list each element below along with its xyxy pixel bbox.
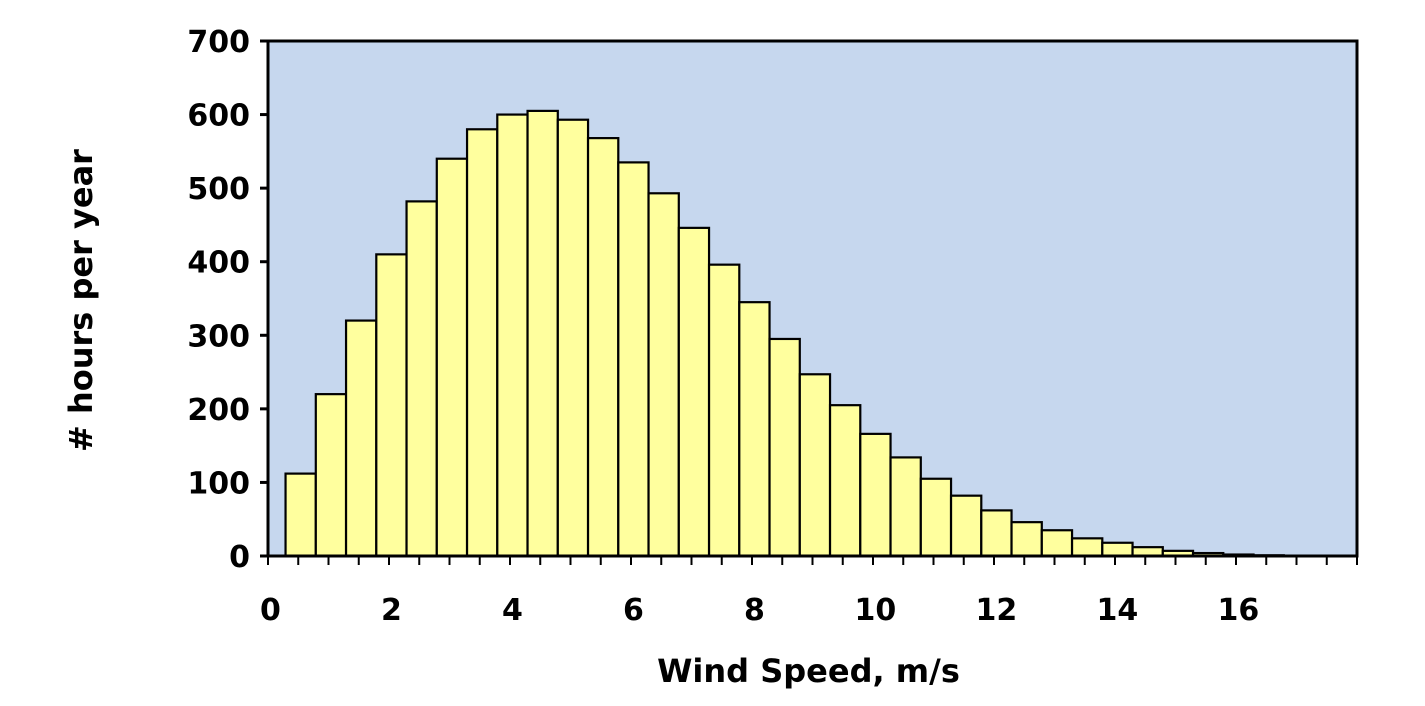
y-axis-title: # hours per year	[62, 149, 100, 452]
bars-group	[284, 109, 1346, 558]
bar	[980, 509, 1013, 558]
bar	[314, 393, 348, 558]
y-tick-label: 100	[187, 466, 250, 501]
bar	[435, 157, 469, 558]
bar	[617, 161, 650, 558]
y-tick-label: 200	[187, 393, 250, 428]
x-tick-label: 4	[502, 593, 523, 628]
bar	[647, 192, 680, 558]
x-tick-label: 6	[623, 593, 644, 628]
y-tick-label: 600	[187, 99, 250, 134]
bar	[556, 118, 590, 558]
bar	[707, 263, 741, 558]
bar	[465, 128, 499, 558]
bar	[1040, 529, 1074, 558]
bar	[526, 109, 559, 558]
bar	[859, 432, 892, 558]
y-tick-labels: 0 100 200 300 400 500 600 700	[187, 25, 250, 575]
y-tick-label: 700	[187, 25, 250, 60]
x-tick-label: 12	[976, 593, 1018, 628]
bar	[677, 226, 711, 558]
bar	[375, 253, 408, 558]
x-tick-label: 2	[381, 593, 402, 628]
y-tick-label: 0	[229, 540, 250, 575]
bar	[1010, 521, 1043, 558]
x-axis-title: Wind Speed, m/s	[657, 652, 960, 690]
x-tick-labels: 0 2 4 6 8 10 12 14 16	[260, 593, 1259, 628]
bar	[889, 456, 922, 558]
bar	[405, 200, 438, 558]
bar	[496, 113, 529, 558]
bar	[1070, 537, 1104, 558]
axes-group	[260, 39, 1358, 565]
y-tick-label: 400	[187, 246, 250, 281]
bar	[768, 337, 801, 558]
x-tick-label: 16	[1218, 593, 1260, 628]
bar	[828, 404, 862, 558]
bar	[798, 373, 832, 558]
bar	[919, 477, 953, 558]
bar	[344, 319, 378, 558]
bar	[738, 301, 771, 558]
x-tick-label: 14	[1097, 593, 1139, 628]
x-tick-label: 0	[260, 593, 281, 628]
bar	[284, 472, 317, 558]
bar	[1101, 541, 1134, 558]
y-tick-label: 500	[187, 172, 250, 207]
x-tick-label: 10	[855, 593, 897, 628]
bar	[586, 137, 620, 558]
bar	[949, 494, 983, 558]
y-tick-label: 300	[187, 319, 250, 354]
x-tick-label: 8	[744, 593, 765, 628]
